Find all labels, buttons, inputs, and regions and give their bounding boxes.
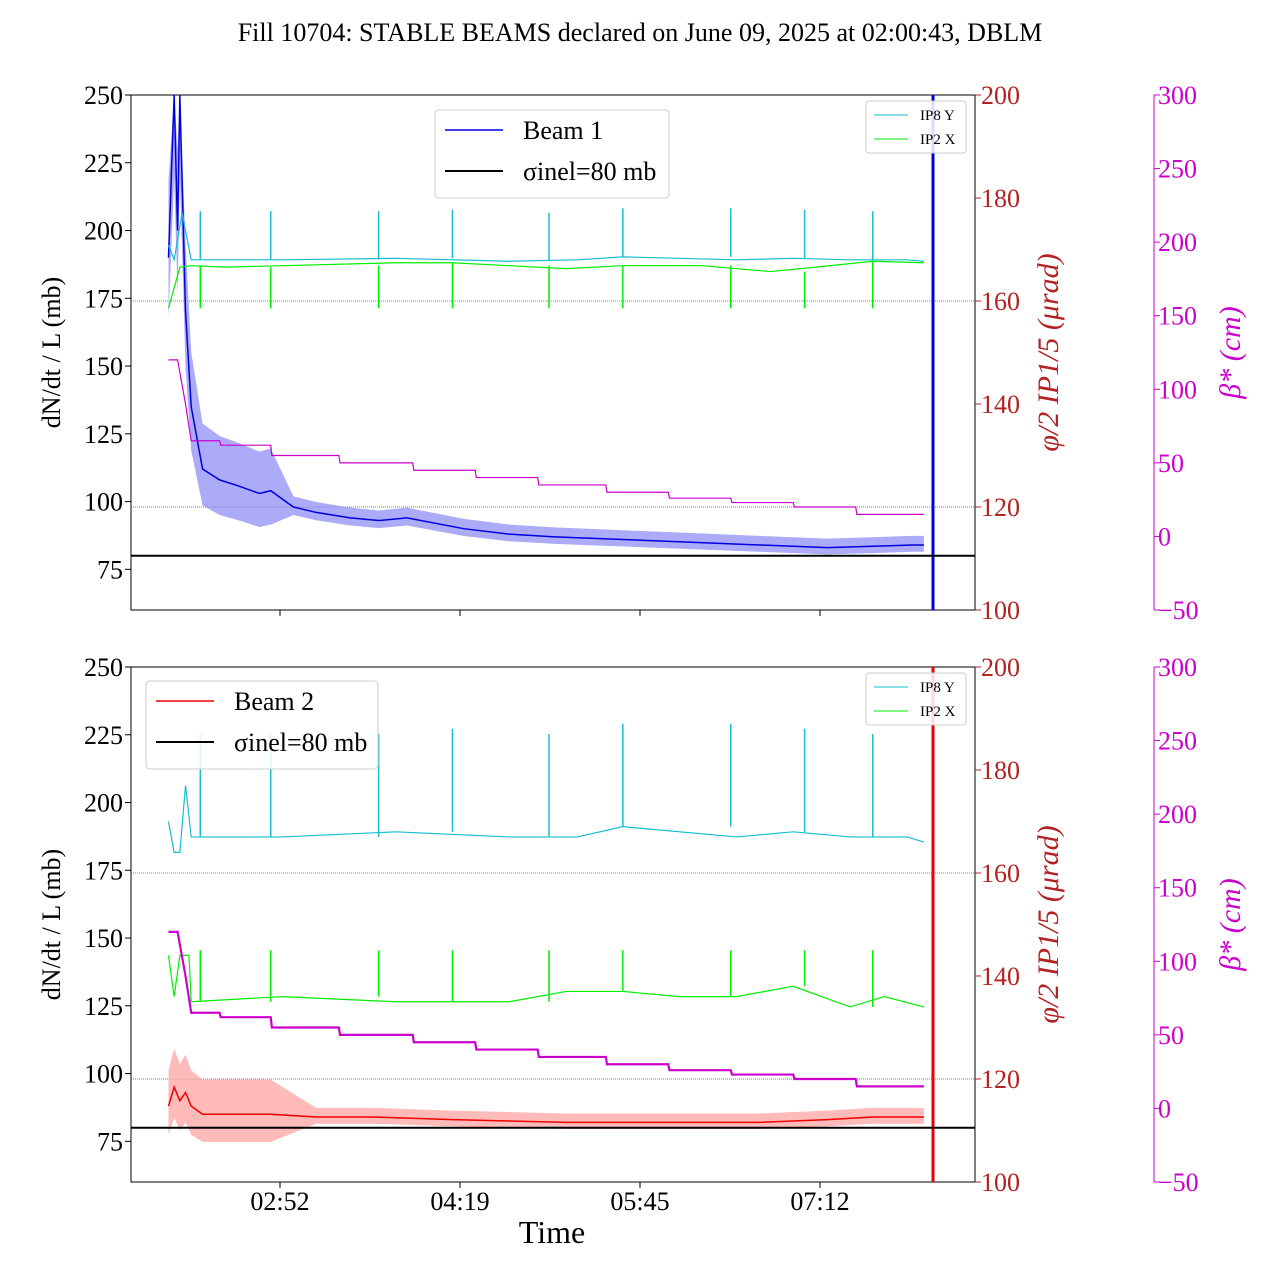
beam-1-legend-box [434,109,670,199]
beam-2-beta-axis-label: β* (cm) [1214,878,1247,971]
beam-1-phi-tick-label: 180 [981,184,1020,213]
beam-2-phi-axis-label: φ/2 IP1/5 (μrad) [1032,825,1065,1023]
beam-1-beta-tick-label: 300 [1158,81,1197,110]
beam-1-phi-tick-label: 200 [981,81,1020,110]
beam-2-legend-sigma-label: σinel=80 mb [234,728,367,757]
beam-1-beta-tick-label: 150 [1158,302,1197,331]
beam-1-beta-tick-label: 250 [1158,155,1197,184]
beam-2-left-tick-label: 250 [84,653,123,682]
beam-2-series-beam-2-line [167,1084,924,1124]
beam-1-beta-tick-label: 200 [1158,228,1197,257]
beam-1-phi-tick-label: 100 [981,596,1020,625]
beam-1-beta-tick-label: −50 [1158,596,1199,625]
beam-2-phi-tick-label: 180 [981,756,1020,785]
beam-2-beta-tick-label: 50 [1158,1021,1184,1050]
beam-1-left-axis-label: dN/dt / L (mb) [37,277,66,428]
beam-1-left-tick-label: 225 [84,149,123,178]
beam-1-phi-tick-label: 120 [981,493,1020,522]
beam-1-legend-beam-label: Beam 1 [523,116,603,145]
beam-2-legend-beam-label: Beam 2 [234,687,314,716]
x-axis-label: Time [519,1214,585,1250]
beam-2-phi-tick-label: 200 [981,653,1020,682]
beam-2-left-axis-label: dN/dt / L (mb) [37,849,66,1000]
figure-title: Fill 10704: STABLE BEAMS declared on Jun… [237,18,1043,47]
beam-1-left-tick-label: 175 [84,284,123,313]
beam-1-series-beam-1-line [167,94,924,549]
beam-2-series-ip8-y-line [167,785,925,854]
beam-2-left-tick-label: 100 [84,1060,123,1089]
beam-1-phi-tick-label: 160 [981,287,1020,316]
beam-2-phi-tick-label: 160 [981,859,1020,888]
beam-2-beta-tick-label: 0 [1158,1094,1171,1123]
beam-1-series---line [168,359,924,515]
beam-1-phi-tick-label: 140 [981,390,1020,419]
beam-2-beta-tick-label: 300 [1158,653,1197,682]
beam-2-left-tick-label: 200 [84,789,123,818]
beam-2-beta-tick-label: 100 [1158,947,1197,976]
x-tick-label: 07:12 [790,1187,849,1216]
beam-1-left-tick-label: 250 [84,81,123,110]
beam-2-series---line [168,930,924,1088]
beam-2-small-legend-box [865,672,967,726]
beam-2-beta-tick-label: 200 [1158,800,1197,829]
beam-1-small-legend-ip8y-label: IP8 Y [920,108,955,124]
beam-1-left-tick-label: 75 [97,555,123,584]
beam-1-small-legend-box [865,100,967,154]
beam-2-small-legend-ip2x-label: IP2 X [920,704,956,720]
beam-1-beam-uncertainty-band [168,95,924,555]
beam-1-beta-axis-label: β* (cm) [1214,306,1247,399]
beam-2-phi-tick-label: 120 [981,1065,1020,1094]
beam-1-series-ip8-y-line [167,212,924,263]
beam-1-small-legend-ip2x-label: IP2 X [920,132,956,148]
beam-1-legend-sigma-label: σinel=80 mb [523,157,656,186]
beam-2-left-tick-label: 125 [84,992,123,1021]
beam-1-left-tick-label: 200 [84,217,123,246]
beam-1-series-ip2-x-line [167,260,924,309]
beam-1-beta-tick-label: 50 [1158,449,1184,478]
beam-2-left-tick-label: 75 [97,1127,123,1156]
beam-1-left-tick-label: 100 [84,488,123,517]
beam-1-phi-axis-label: φ/2 IP1/5 (μrad) [1032,253,1065,451]
beam-1-left-tick-label: 150 [84,352,123,381]
beam-2-phi-tick-label: 100 [981,1168,1020,1197]
beam-2-beam-uncertainty-band [168,1048,924,1142]
beam-2-beta-tick-label: 150 [1158,874,1197,903]
beam-2-left-tick-label: 225 [84,721,123,750]
beam-2-left-tick-label: 150 [84,924,123,953]
beam-2-left-tick-label: 175 [84,856,123,885]
beam-1-beta-tick-label: 100 [1158,375,1197,404]
x-tick-label: 05:45 [610,1187,669,1216]
beam-2-beta-tick-label: −50 [1158,1168,1199,1197]
x-tick-label: 04:19 [430,1187,489,1216]
beam-2-legend-box [145,680,379,770]
beam-1-left-tick-label: 125 [84,420,123,449]
beam-2-beta-tick-label: 250 [1158,727,1197,756]
beam-2-plot-frame [130,666,976,1183]
beam-2-small-legend-ip8y-label: IP8 Y [920,680,955,696]
beam-1-plot-frame [130,94,976,611]
beam-2-series-ip2-x-line [167,954,925,1008]
beam-1-beta-tick-label: 0 [1158,522,1171,551]
x-tick-label: 02:52 [250,1187,309,1216]
beam-2-phi-tick-label: 140 [981,962,1020,991]
